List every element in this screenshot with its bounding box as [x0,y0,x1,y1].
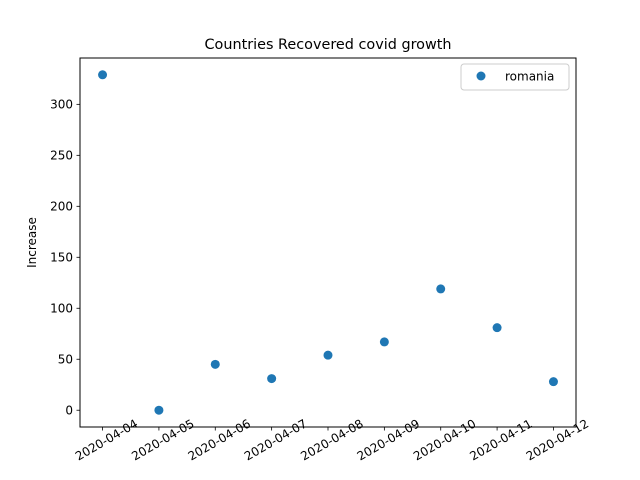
y-axis-label: Increase [25,217,39,268]
data-point [267,374,277,384]
legend-frame [460,63,570,91]
y-axis: 0 50 100 150 200 250 300 [50,98,80,418]
data-point [548,377,558,387]
chart-title: Countries Recovered covid growth [204,37,451,53]
legend-label: romania [505,70,554,84]
plot-area [98,70,558,415]
data-point [323,350,333,360]
legend-marker [476,71,486,81]
legend: romania [460,63,570,91]
data-point [436,284,446,294]
data-point [379,337,389,347]
data-point [210,359,220,369]
y-tick-label: 0 [65,404,73,418]
y-tick-label: 250 [50,149,73,163]
y-tick-label: 100 [50,302,73,316]
y-tick-label: 50 [58,353,73,367]
y-tick-label: 200 [50,200,73,214]
data-point [98,70,108,80]
data-point [492,323,502,333]
data-point [154,405,164,415]
y-tick-label: 150 [50,251,73,265]
y-tick-label: 300 [50,98,73,112]
